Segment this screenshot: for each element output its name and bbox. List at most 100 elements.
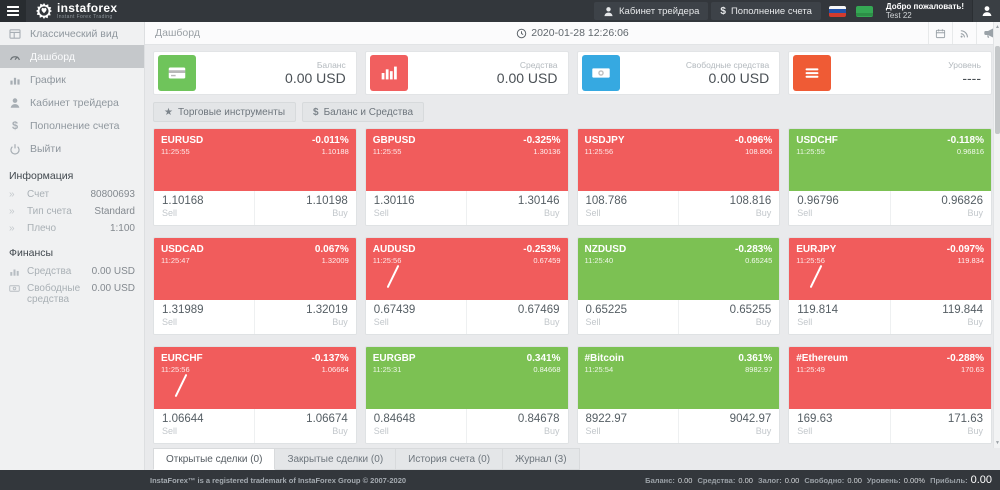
buy-button[interactable]: 0.67469 Buy [467, 300, 567, 334]
instrument-tile[interactable]: AUDUSD 11:25:56 -0.253% 0.67459 0.67439 … [364, 237, 569, 335]
equity-card-value: 0.00 USD [496, 69, 558, 86]
instrument-tile[interactable]: EURGBP 11:25:31 0.341% 0.84668 0.84648 S… [364, 346, 569, 444]
tiles-grid: EURUSD 11:25:55 -0.011% 1.10188 1.10168 … [153, 128, 992, 444]
change-percent: 0.361% [738, 353, 773, 364]
buy-button[interactable]: 9042.97 Buy [679, 409, 779, 443]
sell-price: 0.65225 [585, 304, 628, 316]
topbar-deposit-button[interactable]: $ Пополнение счета [711, 2, 821, 20]
footer-stat: Залог: 0.00 [758, 476, 799, 485]
quote-time: 11:25:56 [796, 256, 825, 265]
buy-button[interactable]: 0.96826 Buy [891, 191, 991, 225]
quote-price: 1.32009 [321, 256, 349, 265]
quote-price: 0.67459 [533, 256, 561, 265]
bottom-tab[interactable]: Открытые сделки (0) [153, 448, 276, 470]
instrument-tile[interactable]: USDCHF 11:25:55 -0.118% 0.96816 0.96796 … [788, 128, 992, 226]
sidebar-item-logout[interactable]: Выйти [0, 137, 144, 160]
sell-button[interactable]: 0.96796 Sell [789, 191, 891, 225]
sidebar-item-label: Пополнение счета [30, 119, 120, 132]
buy-label: Buy [543, 317, 560, 328]
card-label: Средства [519, 59, 558, 70]
instaforex-logo-icon [36, 3, 52, 19]
trading-instruments-button[interactable]: ★ Торговые инструменты [153, 102, 296, 122]
buy-button[interactable]: 108.816 Buy [679, 191, 779, 225]
bottom-tab[interactable]: Журнал (3) [503, 448, 580, 470]
buy-button[interactable]: 1.06674 Buy [255, 409, 355, 443]
instrument-symbol: AUDUSD [372, 244, 416, 255]
main-area: Дашборд 2020-01-28 12:26:06 Баланс [145, 22, 1000, 470]
sell-button[interactable]: 169.63 Sell [789, 409, 891, 443]
instrument-tile[interactable]: EURCHF 11:25:56 -0.137% 1.06664 1.06644 … [153, 346, 357, 444]
instrument-symbol: EURUSD [161, 135, 204, 146]
buy-button[interactable]: 1.30146 Buy [467, 191, 567, 225]
buy-price: 119.844 [942, 304, 983, 316]
server-datetime: 2020-01-28 12:26:06 [145, 27, 1000, 39]
sidebar-item-deposit[interactable]: $ Пополнение счета [0, 114, 144, 137]
buy-button[interactable]: 0.84678 Buy [467, 409, 567, 443]
scroll-down-arrow[interactable]: ▼ [995, 440, 1000, 446]
footer-stat-label: Свободно: [804, 475, 845, 485]
sidebar-item-dashboard[interactable]: Дашборд [0, 45, 144, 68]
rss-icon[interactable] [952, 22, 976, 44]
instrument-tile[interactable]: EURUSD 11:25:55 -0.011% 1.10188 1.10168 … [153, 128, 357, 226]
instrument-symbol: GBPUSD [372, 135, 416, 146]
sell-button[interactable]: 1.31989 Sell [154, 300, 256, 334]
buy-label: Buy [967, 208, 983, 219]
footer-stat-value: 0.00% [903, 475, 926, 485]
sidebar-item-chart[interactable]: График [0, 68, 144, 91]
instaforex-logo[interactable]: instaforex Instant Forex Trading [36, 2, 117, 20]
scroll-up-arrow[interactable]: ▲ [995, 24, 1000, 30]
russian-flag-icon[interactable] [828, 5, 846, 17]
bottom-tab[interactable]: Закрытые сделки (0) [275, 448, 397, 470]
change-percent: -0.253% [523, 244, 561, 255]
instrument-tile[interactable]: #Bitcoin 11:25:54 0.361% 8982.97 8922.97… [576, 346, 781, 444]
buy-button[interactable]: 171.63 Buy [891, 409, 991, 443]
instrument-tile[interactable]: GBPUSD 11:25:55 -0.325% 1.30136 1.30116 … [364, 128, 569, 226]
green-flag-icon[interactable] [855, 5, 873, 17]
bottom-tab[interactable]: История счета (0) [396, 448, 504, 470]
cabinet-label: Кабинет трейдера [619, 5, 700, 17]
scrollbar-thumb[interactable] [995, 46, 1000, 134]
tile-chart-area: USDCAD 11:25:47 0.067% 1.32009 [154, 238, 356, 300]
sell-button[interactable]: 1.06644 Sell [154, 409, 256, 443]
sidebar-item-classic-view[interactable]: Классический вид [0, 22, 144, 45]
buy-button[interactable]: 0.65255 Buy [679, 300, 779, 334]
megaphone-icon[interactable] [976, 22, 1000, 44]
tab-label: История счета (0) [408, 453, 491, 465]
sell-button[interactable]: 0.65225 Sell [578, 300, 679, 334]
scrollbar[interactable]: ▲ ▼ [993, 22, 1000, 448]
instrument-tile[interactable]: USDCAD 11:25:47 0.067% 1.32009 1.31989 S… [153, 237, 357, 335]
tile-prices: 0.84648 Sell 0.84678 Buy [365, 409, 568, 443]
buy-label: Buy [543, 208, 560, 219]
avatar[interactable] [972, 0, 1000, 22]
star-icon: ★ [164, 106, 173, 118]
buy-button[interactable]: 119.844 Buy [891, 300, 991, 334]
balance-equity-button[interactable]: $ Баланс и Средства [302, 102, 425, 122]
instrument-tile[interactable]: USDJPY 11:25:56 -0.096% 108.806 108.786 … [576, 128, 781, 226]
sell-button[interactable]: 1.30116 Sell [366, 191, 468, 225]
sell-button[interactable]: 1.10168 Sell [154, 191, 256, 225]
sidebar: Классический вид Дашборд График Кабинет … [0, 22, 145, 470]
instrument-tile[interactable]: EURJPY 11:25:56 -0.097% 119.834 119.814 … [788, 237, 992, 335]
card-label: Свободные средства [685, 59, 770, 70]
calendar-icon[interactable] [928, 22, 952, 44]
menu-toggle-button[interactable] [0, 0, 26, 22]
tile-prices: 8922.97 Sell 9042.97 Buy [577, 409, 780, 443]
finance-section-title: Финансы [9, 247, 54, 259]
level-card: Уровень ---- [788, 51, 992, 95]
sell-button[interactable]: 8922.97 Sell [578, 409, 679, 443]
buy-button[interactable]: 1.10198 Buy [255, 191, 355, 225]
sell-button[interactable]: 108.786 Sell [578, 191, 679, 225]
sidebar-item-trader-cabinet[interactable]: Кабинет трейдера [0, 91, 144, 114]
buy-button[interactable]: 1.32019 Buy [255, 300, 355, 334]
instrument-tile[interactable]: #Ethereum 11:25:49 -0.288% 170.63 169.63… [788, 346, 992, 444]
sell-button[interactable]: 0.84648 Sell [366, 409, 468, 443]
sell-price: 1.30116 [373, 195, 415, 207]
footer-stat: Средства: 0.00 [697, 476, 752, 485]
sell-button[interactable]: 119.814 Sell [789, 300, 891, 334]
free-margin-card: Свободные средства 0.00 USD [576, 51, 781, 95]
instrument-tile[interactable]: NZDUSD 11:25:40 -0.283% 0.65245 0.65225 … [576, 237, 781, 335]
topbar-cabinet-button[interactable]: Кабинет трейдера [594, 2, 709, 20]
sell-button[interactable]: 0.67439 Sell [366, 300, 468, 334]
sell-label: Sell [373, 317, 389, 328]
buy-price: 171.63 [947, 413, 983, 425]
